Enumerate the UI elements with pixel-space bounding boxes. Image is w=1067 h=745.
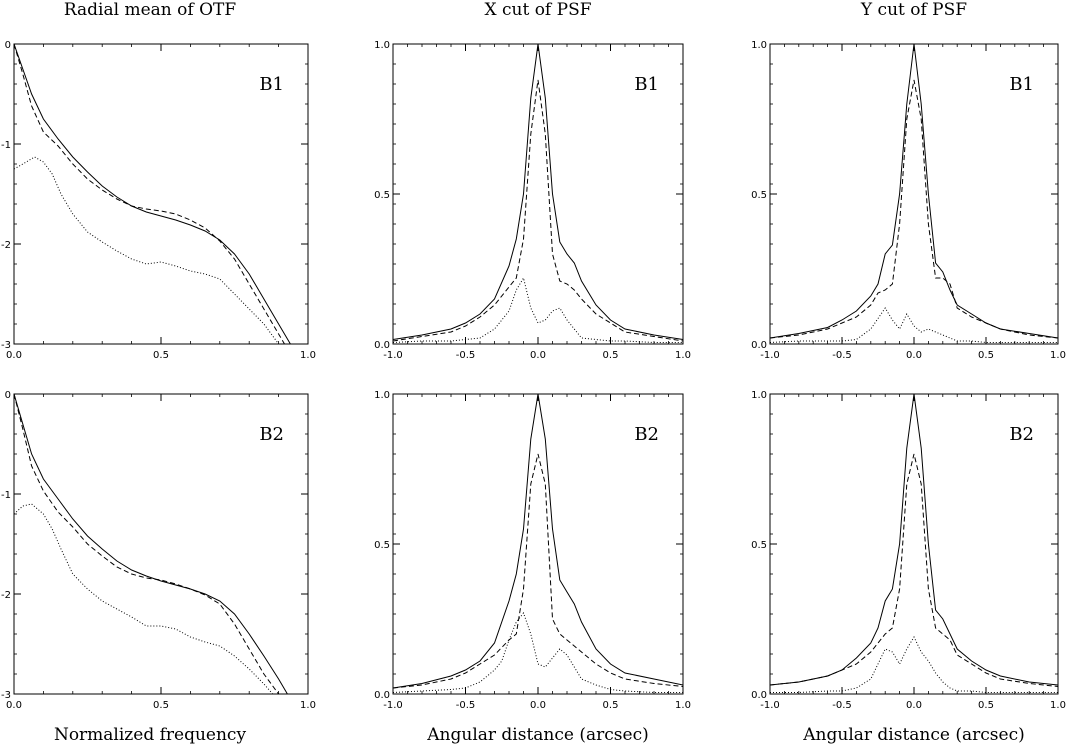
x-tick-label: -0.5 [456, 350, 476, 361]
y-tick-label: 0.0 [374, 340, 390, 351]
x-tick-label: -1.0 [760, 700, 780, 711]
chart-panel-1-1: -1.0 -0.5 0.0 0.5 1.0 0.0 0.5 1.0 B2 [374, 390, 691, 711]
panel-label: B1 [259, 74, 284, 95]
x-tick-label: 0.5 [603, 350, 619, 361]
y-tick-label: -3 [1, 340, 11, 351]
series-line-dotted [770, 307, 1058, 343]
x-tick-label: 1.0 [675, 350, 691, 361]
y-tick-label: 0.5 [751, 190, 767, 201]
chart-panels: 0.0 0.5 1.00-1-2-3B1-1.0 -0.5 0.0 0.5 1.00.00.… [1, 40, 1066, 711]
panel-label: B2 [259, 424, 284, 445]
x-axis-title-y-cut: Angular distance (arcsec) [802, 725, 1024, 745]
x-tick-label: 0.5 [153, 700, 169, 711]
y-tick-label: 1.0 [751, 40, 767, 51]
y-tick-label: 0 [5, 40, 11, 51]
x-tick-label: 0.5 [603, 700, 619, 711]
x-tick-label: 0.5 [153, 350, 169, 361]
x-axis-title-x-cut: Angular distance (arcsec) [426, 725, 648, 745]
y-tick-label: -1 [1, 490, 11, 501]
y-tick-label: 0.0 [751, 690, 767, 701]
y-tick-label: 0.0 [751, 340, 767, 351]
x-tick-label: -0.5 [832, 700, 852, 711]
series-line-solid [14, 44, 291, 344]
x-tick-label: -1.0 [383, 700, 403, 711]
column-title-y-cut: Y cut of PSF [860, 0, 967, 20]
y-tick-label: 0.0 [374, 690, 390, 701]
y-tick-label: 0.5 [751, 540, 767, 551]
y-tick-label: 1.0 [751, 390, 767, 401]
y-tick-label: 1.0 [374, 390, 390, 401]
series-line-solid [14, 394, 288, 694]
x-axis-title-otf: Normalized frequency [54, 725, 247, 745]
column-title-x-cut: X cut of PSF [484, 0, 591, 20]
series-line-dashed [14, 44, 285, 344]
series-line-solid [770, 394, 1058, 686]
x-tick-label: 1.0 [300, 350, 316, 361]
y-tick-label: -2 [1, 240, 11, 251]
series-line-dotted [14, 156, 280, 344]
y-tick-label: 1.0 [374, 40, 390, 51]
chart-panel-1-2: -1.0 -0.5 0.0 0.5 1.0 0.0 0.5 1.0 B2 [751, 390, 1066, 711]
x-tick-label: 0.0 [6, 350, 22, 361]
x-tick-label: -1.0 [383, 350, 403, 361]
panel-label: B2 [634, 424, 659, 445]
x-tick-label: -0.5 [456, 700, 476, 711]
series-line-dashed [393, 453, 683, 689]
y-tick-label: 0.5 [374, 190, 390, 201]
series-line-dashed [14, 394, 280, 694]
series-line-dashed [770, 453, 1058, 687]
x-tick-label: 0.0 [6, 700, 22, 711]
series-line-dotted [393, 611, 683, 693]
x-tick-label: 0.0 [530, 700, 546, 711]
x-tick-label: -0.5 [832, 350, 852, 361]
x-tick-label: 1.0 [675, 700, 691, 711]
x-tick-label: 0.0 [906, 350, 922, 361]
y-tick-label: -2 [1, 590, 11, 601]
series-line-solid [770, 44, 1058, 339]
panel-label: B1 [634, 74, 659, 95]
panel-label: B2 [1009, 424, 1034, 445]
x-tick-label: 1.0 [300, 700, 316, 711]
column-title-otf: Radial mean of OTF [64, 0, 236, 20]
x-tick-label: 1.0 [1050, 350, 1066, 361]
chart-panel-0-0: 0.0 0.5 1.0 0 -1 -2 -3 B1 [1, 40, 316, 361]
series-line-dotted [14, 503, 274, 694]
chart-panel-0-2: -1.0 -0.5 0.0 0.5 1.0 0.0 0.5 1.0 B1 [751, 40, 1066, 361]
panel-label: B1 [1009, 74, 1034, 95]
series-line-dashed [770, 79, 1058, 339]
x-tick-label: -1.0 [760, 350, 780, 361]
series-line-solid [393, 44, 683, 340]
chart-panel-1-0: 0.0 0.5 1.0 0 -1 -2 -3 B2 [1, 390, 316, 711]
y-tick-label: -3 [1, 690, 11, 701]
y-tick-label: 0.5 [374, 540, 390, 551]
x-tick-label: 0.5 [978, 350, 994, 361]
x-tick-label: 0.0 [530, 350, 546, 361]
x-tick-label: 1.0 [1050, 700, 1066, 711]
y-tick-label: 0 [5, 390, 11, 401]
x-tick-label: 0.5 [978, 700, 994, 711]
series-line-dashed [393, 79, 683, 342]
y-tick-label: -1 [1, 140, 11, 151]
series-line-dotted [393, 276, 683, 343]
series-line-solid [393, 394, 683, 689]
x-tick-label: 0.0 [906, 700, 922, 711]
series-line-dotted [770, 635, 1058, 693]
chart-panel-0-1: -1.0 -0.5 0.0 0.5 1.0 0.0 0.5 1.0 B1 [374, 40, 691, 361]
